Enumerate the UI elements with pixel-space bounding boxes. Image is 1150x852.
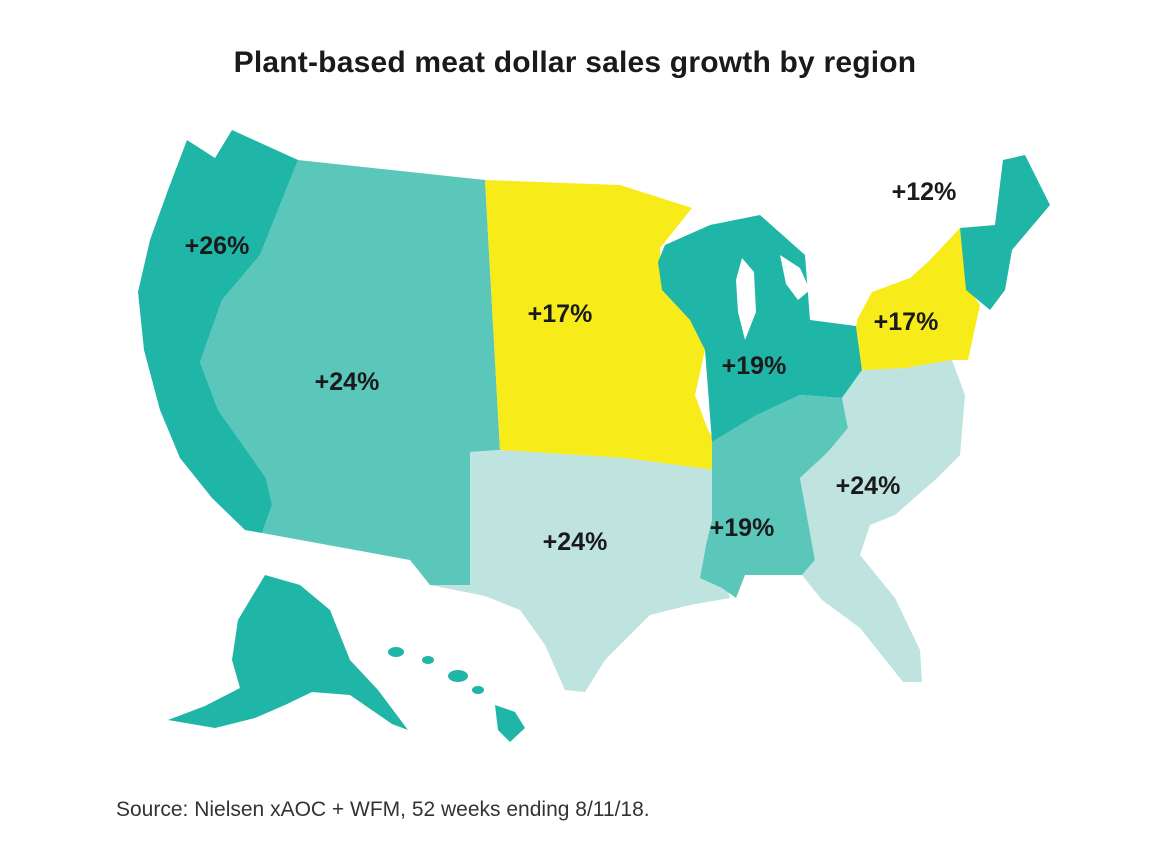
region-west-north-central [485, 180, 726, 470]
region-new-england [960, 155, 1050, 310]
region-east-south-central [700, 395, 848, 598]
region-mountain [200, 160, 500, 585]
label-pacific: +26% [185, 232, 250, 260]
label-new-england: +12% [892, 178, 957, 206]
label-east-north-central: +19% [722, 352, 787, 380]
label-middle-atlantic: +17% [874, 308, 939, 336]
source-note: Source: Nielsen xAOC + WFM, 52 weeks end… [116, 798, 650, 821]
label-west-north-central: +17% [528, 300, 593, 328]
region-east-north-central [658, 215, 862, 442]
label-south-atlantic: +24% [836, 472, 901, 500]
region-south-atlantic [800, 360, 965, 682]
region-pacific [138, 130, 298, 533]
region-middle-atlantic [856, 228, 980, 370]
label-east-south-central: +19% [710, 514, 775, 542]
label-mountain: +24% [315, 368, 380, 396]
region-west-south-central [430, 450, 730, 692]
map-title: Plant-based meat dollar sales growth by … [233, 46, 917, 79]
alaska-shape [168, 575, 408, 730]
hawaii-shape [388, 647, 525, 742]
label-west-south-central: +24% [543, 528, 608, 556]
